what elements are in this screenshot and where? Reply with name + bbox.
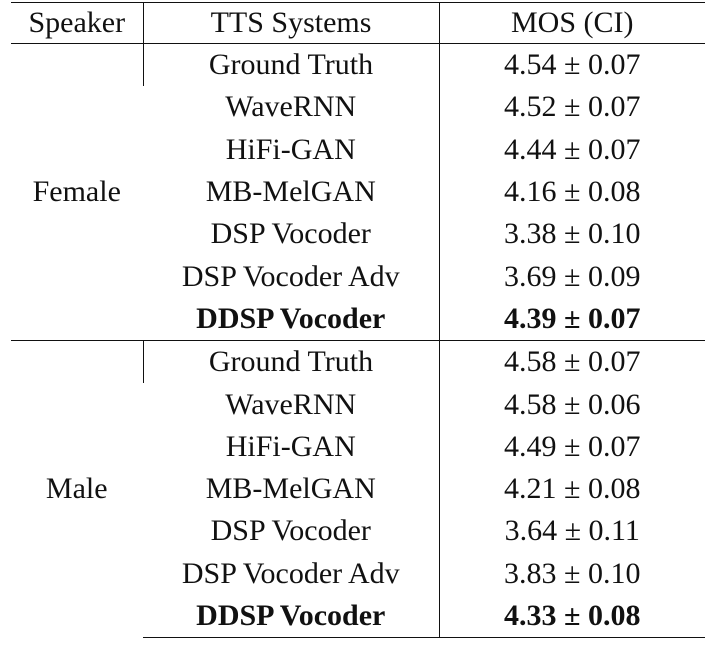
mos-cell: 4.54 ± 0.07: [438, 43, 705, 87]
speaker-label-female: Female: [32, 175, 121, 209]
table-header: Speaker TTS Systems MOS (CI): [11, 2, 705, 44]
mos-cell: 4.33 ± 0.08: [438, 594, 705, 639]
header-row: Speaker TTS Systems MOS (CI): [11, 2, 705, 44]
system-cell: WaveRNN: [225, 90, 357, 124]
system-cell: DSP Vocoder Adv: [181, 259, 400, 293]
mos-cell: 4.44 ± 0.07: [438, 128, 705, 171]
table-row: MB-MelGAN 4.21 ± 0.08: [11, 467, 705, 511]
table-row: Male Ground Truth 4.58 ± 0.07: [11, 340, 705, 638]
table-row: DSP Vocoder Adv 3.69 ± 0.09: [11, 255, 705, 298]
header-tts-systems: TTS Systems: [142, 2, 439, 44]
mos-cell: 4.58 ± 0.07: [438, 340, 705, 384]
system-cell: DSP Vocoder: [210, 217, 371, 251]
mos-results-table: Speaker TTS Systems MOS (CI) Female Grou…: [11, 2, 705, 639]
system-cell: DSP Vocoder Adv: [181, 556, 400, 590]
table-row: DSP Vocoder 3.64 ± 0.11: [11, 510, 705, 553]
system-cell: WaveRNN: [225, 387, 357, 421]
system-cell: Ground Truth: [142, 340, 439, 384]
system-cell: Ground Truth: [142, 43, 439, 87]
system-cell: HiFi-GAN: [225, 132, 356, 166]
header-speaker: Speaker: [28, 6, 126, 39]
mos-cell: 3.38 ± 0.10: [438, 213, 705, 256]
mos-cell: 4.21 ± 0.08: [438, 467, 705, 511]
mos-cell: 4.58 ± 0.06: [438, 383, 705, 426]
table-row: WaveRNN 4.58 ± 0.06: [11, 383, 705, 426]
system-cell: MB-MelGAN: [205, 472, 376, 506]
mos-cell: 4.52 ± 0.07: [438, 86, 705, 129]
speaker-label-male: Male: [11, 340, 143, 638]
table-row: HiFi-GAN 4.49 ± 0.07: [11, 425, 705, 468]
mos-cell: 3.83 ± 0.10: [438, 552, 705, 595]
table-row: WaveRNN 4.52 ± 0.07: [11, 86, 705, 129]
mos-cell: 3.69 ± 0.09: [438, 255, 705, 298]
table-row-best: DDSP Vocoder 4.39 ± 0.07: [11, 297, 705, 341]
table-row-best: DDSP Vocoder 4.33 ± 0.08: [11, 594, 705, 639]
system-cell: HiFi-GAN: [225, 429, 356, 463]
table-row: Female Ground Truth 4.54 ± 0.07: [11, 43, 705, 208]
system-cell: DDSP Vocoder: [143, 594, 439, 639]
results-table-container: Speaker TTS Systems MOS (CI) Female Grou…: [11, 2, 705, 639]
system-cell: DDSP Vocoder: [196, 301, 386, 335]
table-row: HiFi-GAN 4.44 ± 0.07: [11, 128, 705, 171]
table-row: DSP Vocoder Adv 3.83 ± 0.10: [11, 552, 705, 595]
mos-cell: 4.16 ± 0.08: [438, 170, 705, 214]
table-row: DSP Vocoder 3.38 ± 0.10: [11, 213, 705, 256]
header-mos-ci: MOS (CI): [438, 2, 705, 44]
system-cell: DSP Vocoder: [210, 514, 371, 548]
system-cell: MB-MelGAN: [205, 175, 376, 209]
mos-cell: 3.64 ± 0.11: [438, 510, 705, 553]
table-row: MB-MelGAN 4.16 ± 0.08: [11, 170, 705, 214]
mos-cell: 4.49 ± 0.07: [438, 425, 705, 468]
female-group: Female Ground Truth 4.54 ± 0.07 WaveRNN …: [11, 43, 705, 341]
male-group: Male Ground Truth 4.58 ± 0.07 WaveRNN 4.…: [11, 340, 705, 639]
mos-cell: 4.39 ± 0.07: [438, 297, 705, 341]
